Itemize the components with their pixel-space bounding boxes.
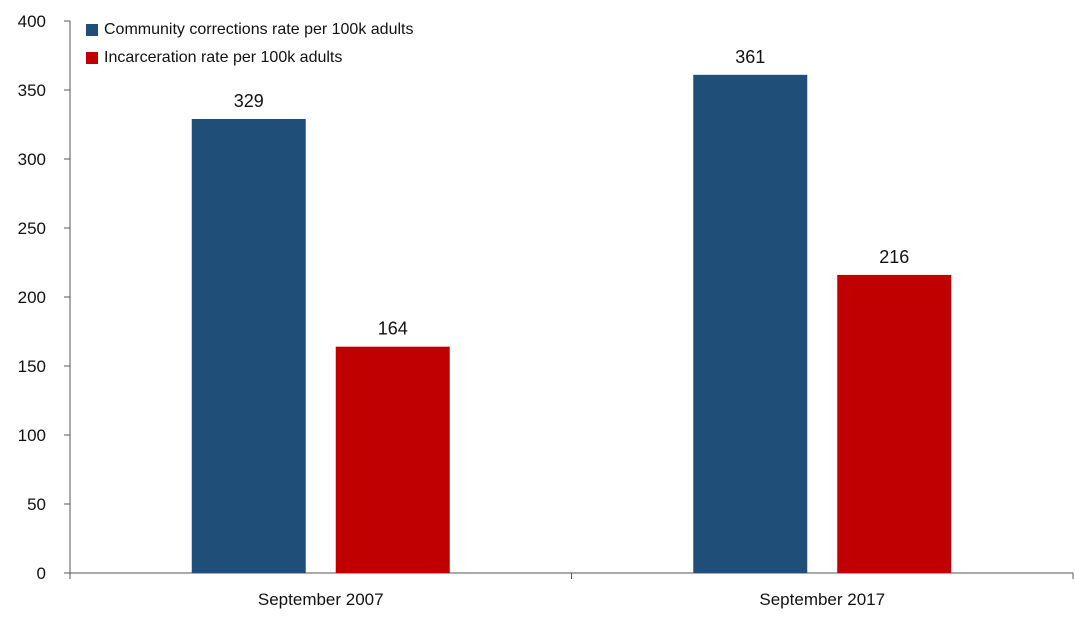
y-tick-label: 50 xyxy=(27,495,46,514)
legend-swatch-community-corrections xyxy=(86,24,98,36)
y-tick-label: 150 xyxy=(18,357,46,376)
legend-item-community-corrections: Community corrections rate per 100k adul… xyxy=(86,18,413,42)
y-tick-label: 100 xyxy=(18,426,46,445)
y-tick-label: 0 xyxy=(37,564,46,583)
data-label: 361 xyxy=(735,47,765,67)
y-tick-label: 300 xyxy=(18,150,46,169)
legend-label-community-corrections: Community corrections rate per 100k adul… xyxy=(104,21,414,38)
bar-incarceration xyxy=(837,274,952,573)
legend-item-incarceration: Incarceration rate per 100k adults xyxy=(86,46,413,70)
legend-label-incarceration: Incarceration rate per 100k adults xyxy=(104,49,343,66)
axes: 0 50 100 150 200 250 300 350 400 September 2007 Se… xyxy=(18,12,1074,609)
data-labels: 329 164 361 216 xyxy=(234,47,910,339)
bar-community-corrections xyxy=(693,74,808,573)
bar-community-corrections xyxy=(191,118,306,573)
legend-swatch-incarceration xyxy=(86,52,98,64)
y-tick-label: 400 xyxy=(18,12,46,31)
data-label: 329 xyxy=(234,91,264,111)
legend: Community corrections rate per 100k adul… xyxy=(86,18,413,74)
data-label: 164 xyxy=(378,319,408,339)
y-tick-label: 250 xyxy=(18,219,46,238)
bars xyxy=(191,74,952,573)
data-label: 216 xyxy=(879,247,909,267)
x-category-label: September 2017 xyxy=(759,590,885,609)
y-tick-label: 350 xyxy=(18,81,46,100)
y-tick-label: 200 xyxy=(18,288,46,307)
x-category-label: September 2007 xyxy=(258,590,384,609)
bar-incarceration xyxy=(335,346,450,573)
